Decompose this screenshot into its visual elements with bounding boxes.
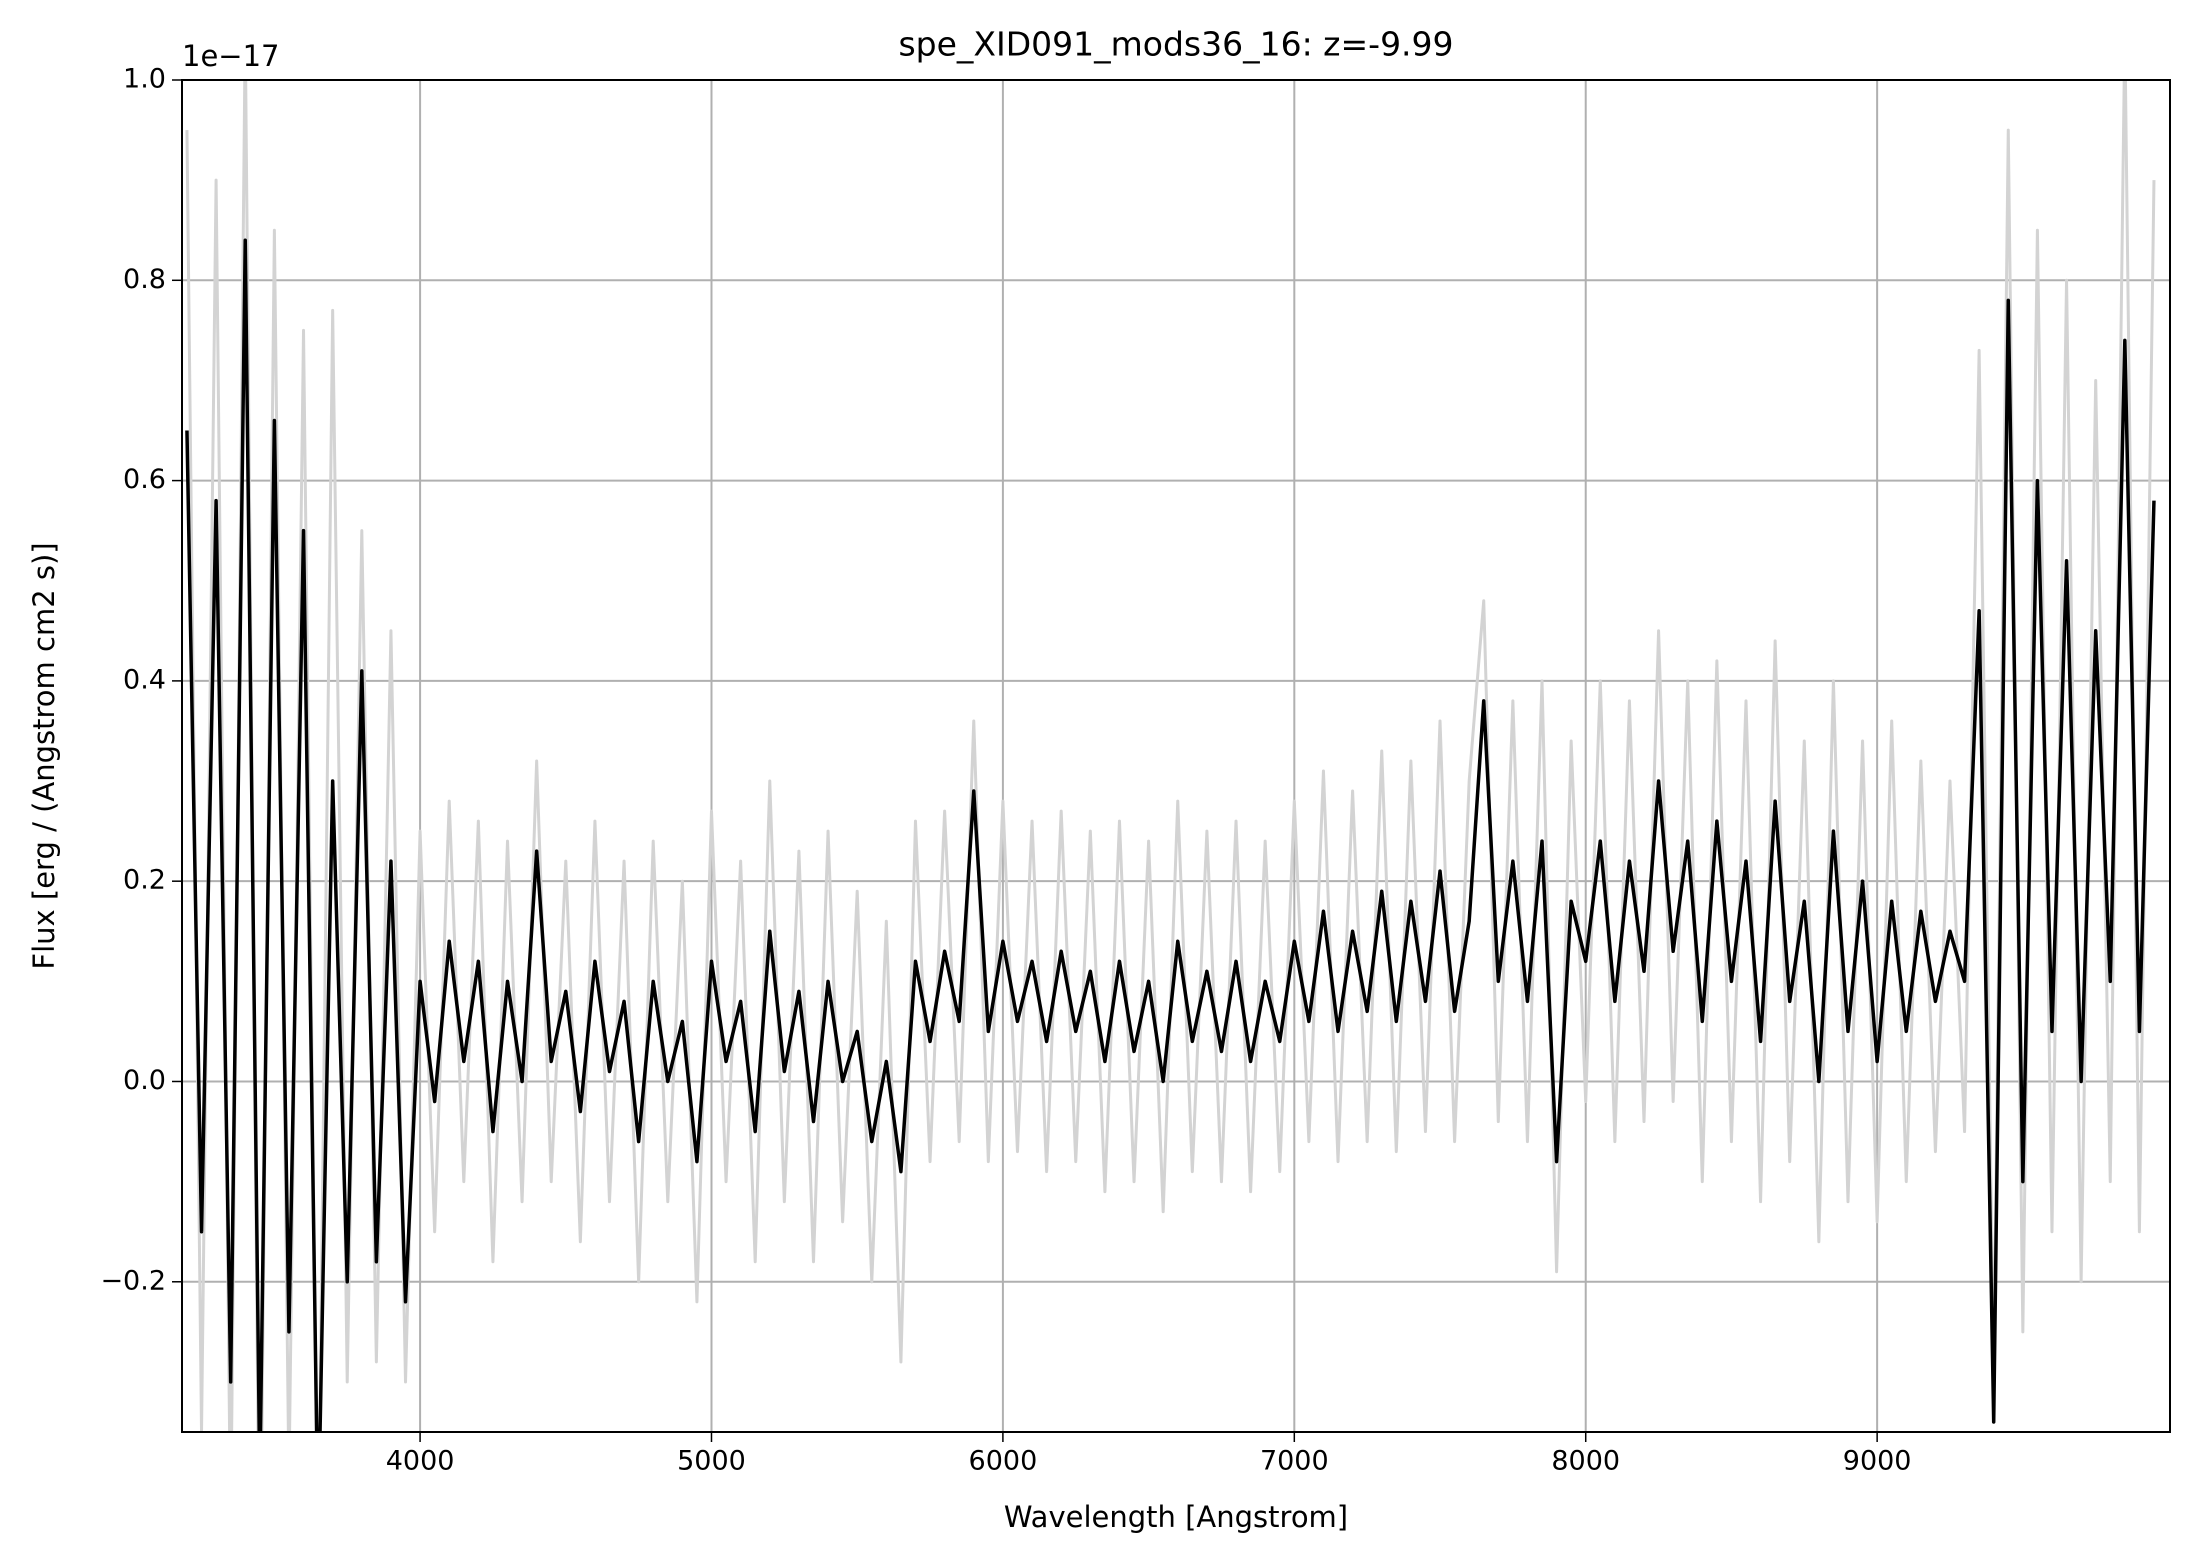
x-tick-label: 7000: [1260, 1446, 1329, 1477]
x-tick-label: 6000: [969, 1446, 1038, 1477]
x-axis-label: Wavelength [Angstrom]: [1004, 1500, 1348, 1534]
y-tick-label: 0.8: [123, 264, 166, 295]
y-tick-label: −0.2: [100, 1265, 166, 1296]
spectrum-line: [185, 238, 2156, 1432]
y-tick-label: 0.0: [123, 1065, 166, 1096]
plot-area: [185, 80, 2156, 1432]
grid: [182, 79, 2170, 1432]
chart-title: spe_XID091_mods36_16: z=-9.99: [898, 25, 1453, 64]
y-tick-label: 0.4: [123, 664, 166, 695]
y-tick-label: 0.2: [123, 865, 166, 896]
y-tick-label: 1.0: [123, 64, 166, 95]
x-tick-label: 8000: [1551, 1446, 1620, 1477]
x-tick-label: 5000: [677, 1446, 746, 1477]
y-tick-label: 0.6: [123, 464, 166, 495]
axes-frame: [181, 79, 2171, 1433]
x-tick-label: 9000: [1843, 1446, 1912, 1477]
x-tick-label: 4000: [386, 1446, 455, 1477]
y-offset-label: 1e−17: [182, 39, 280, 73]
y-axis-label: Flux [erg / (Angstrom cm2 s)]: [27, 542, 61, 969]
